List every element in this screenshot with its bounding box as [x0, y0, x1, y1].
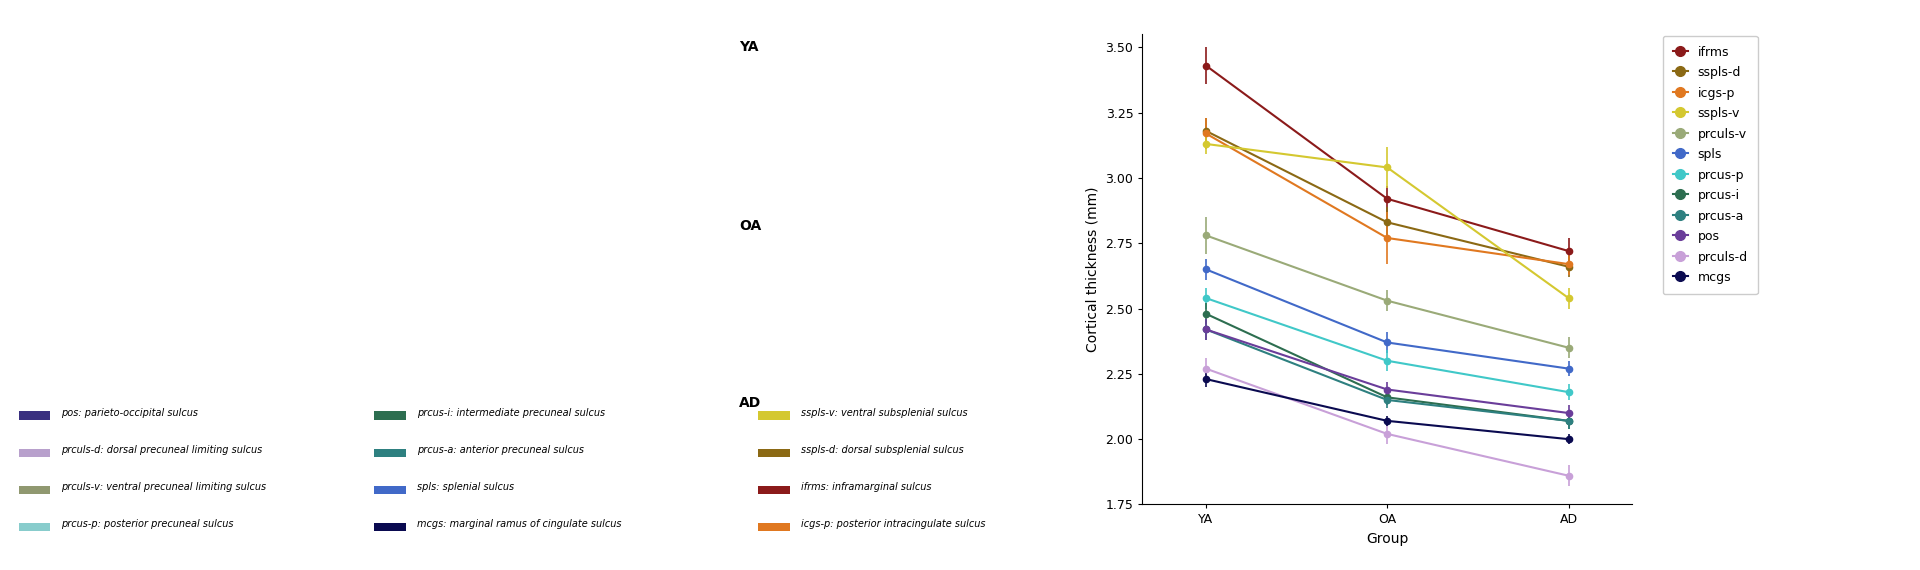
Legend: ifrms, sspls-d, icgs-p, sspls-v, prculs-v, spls, prcus-p, prcus-i, prcus-a, pos,: ifrms, sspls-d, icgs-p, sspls-v, prculs-… — [1663, 36, 1759, 294]
Text: prculs-d: dorsal precuneal limiting sulcus: prculs-d: dorsal precuneal limiting sulc… — [61, 445, 263, 455]
Text: spls: splenial sulcus: spls: splenial sulcus — [417, 482, 515, 492]
Text: AD: AD — [739, 396, 762, 410]
Text: OA: OA — [739, 219, 762, 234]
Y-axis label: Cortical thickness (mm): Cortical thickness (mm) — [1087, 186, 1100, 352]
Text: prcus-i: intermediate precuneal sulcus: prcus-i: intermediate precuneal sulcus — [417, 408, 605, 418]
X-axis label: Group: Group — [1365, 532, 1409, 546]
Text: prcus-a: anterior precuneal sulcus: prcus-a: anterior precuneal sulcus — [417, 445, 584, 455]
Text: prcus-p: posterior precuneal sulcus: prcus-p: posterior precuneal sulcus — [61, 519, 234, 530]
Text: icgs-p: posterior intracingulate sulcus: icgs-p: posterior intracingulate sulcus — [801, 519, 985, 530]
Text: pos: parieto-occipital sulcus: pos: parieto-occipital sulcus — [61, 408, 198, 418]
Text: sspls-d: dorsal subsplenial sulcus: sspls-d: dorsal subsplenial sulcus — [801, 445, 964, 455]
Text: YA: YA — [739, 40, 758, 54]
Text: ifrms: inframarginal sulcus: ifrms: inframarginal sulcus — [801, 482, 931, 492]
Text: mcgs: marginal ramus of cingulate sulcus: mcgs: marginal ramus of cingulate sulcus — [417, 519, 622, 530]
Text: prculs-v: ventral precuneal limiting sulcus: prculs-v: ventral precuneal limiting sul… — [61, 482, 267, 492]
Text: sspls-v: ventral subsplenial sulcus: sspls-v: ventral subsplenial sulcus — [801, 408, 968, 418]
